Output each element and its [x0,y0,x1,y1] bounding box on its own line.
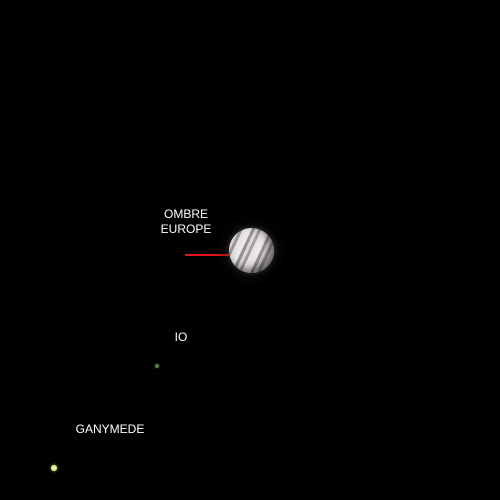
europa-shadow-pointer [185,254,229,256]
io-label: IO [174,330,188,344]
europa-shadow-label-line2: EUROPE [160,222,212,236]
jupiter-planet [229,228,274,273]
io-moon [155,364,159,368]
europa-shadow-label: OMBRE EUROPE [156,207,216,237]
ganymede-moon [51,465,57,471]
ganymede-label: GANYMEDE [75,422,145,436]
europa-shadow-label-line1: OMBRE [163,207,208,221]
